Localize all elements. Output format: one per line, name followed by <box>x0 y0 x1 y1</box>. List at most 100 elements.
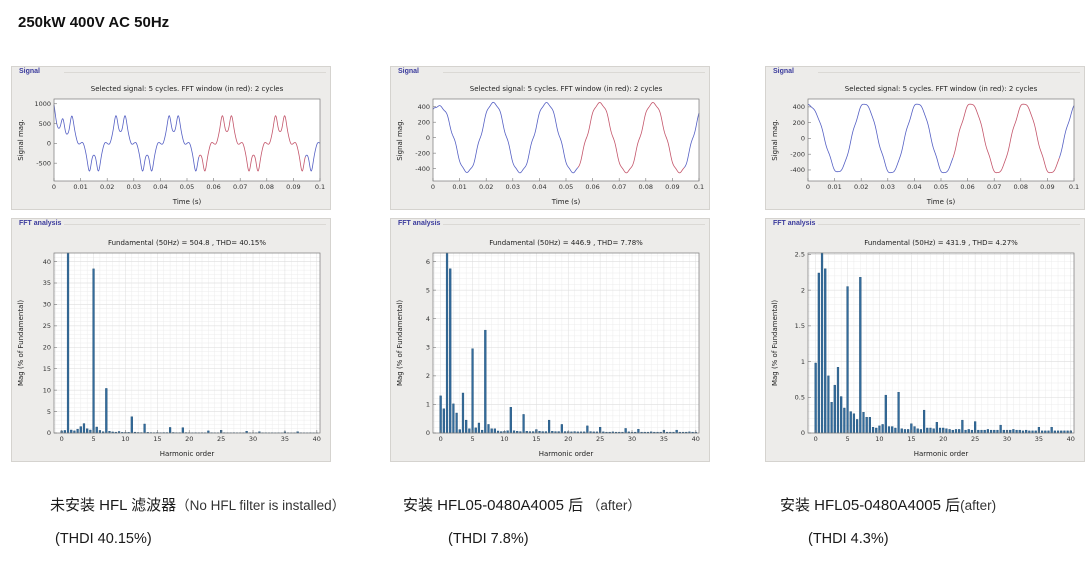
svg-text:40: 40 <box>43 258 51 266</box>
svg-text:30: 30 <box>1003 435 1011 443</box>
caption-1-line2: (THDI 40.15%) <box>55 531 152 547</box>
svg-text:0.08: 0.08 <box>260 183 274 191</box>
svg-text:0.02: 0.02 <box>854 183 868 191</box>
svg-text:0.09: 0.09 <box>1040 183 1054 191</box>
svg-text:0.02: 0.02 <box>479 183 493 191</box>
svg-text:5: 5 <box>47 408 51 416</box>
fft-chart-1: 0 5 10 15 20 25 30 35 40 0 5 10 15 20 25 30 35 40 Fundamen… <box>17 239 321 458</box>
svg-text:0.07: 0.07 <box>612 183 626 191</box>
svg-text:35: 35 <box>660 435 668 443</box>
svg-text:400: 400 <box>793 103 805 111</box>
svg-text:1: 1 <box>801 358 805 366</box>
signal-panel-label: Signal <box>396 68 422 75</box>
svg-text:0: 0 <box>426 429 430 437</box>
svg-text:Harmonic order: Harmonic order <box>539 450 594 458</box>
svg-text:15: 15 <box>532 435 540 443</box>
fft-chart-3: 0 5 10 15 20 25 30 35 40 0 0.5 1 1.5 2 2.5 Fundamental … <box>771 239 1075 458</box>
svg-text:400: 400 <box>418 103 430 111</box>
svg-text:0.01: 0.01 <box>827 183 841 191</box>
svg-text:Selected signal: 5 cycles. FFT: Selected signal: 5 cycles. FFT window (i… <box>845 85 1038 93</box>
svg-text:15: 15 <box>153 435 161 443</box>
fft-chart-2: 0 5 10 15 20 25 30 35 40 0 1 2 3 4 5 6 Fundamental (50Hz… <box>396 239 700 458</box>
svg-text:0.09: 0.09 <box>665 183 679 191</box>
svg-text:10: 10 <box>121 435 129 443</box>
fft-panel-1: FFT analysis 0 5 10 15 20 25 30 35 40 0 5 10 15 20 25 3… <box>11 218 331 462</box>
svg-text:0.03: 0.03 <box>881 183 895 191</box>
svg-text:25: 25 <box>217 435 225 443</box>
svg-text:1.5: 1.5 <box>795 322 805 330</box>
caption-3: 安装 HFL05-0480A4005 后(after) (THDI 4.3%) <box>765 494 1085 547</box>
svg-text:10: 10 <box>500 435 508 443</box>
svg-text:0.1: 0.1 <box>315 183 325 191</box>
svg-text:0.03: 0.03 <box>127 183 141 191</box>
svg-text:0.02: 0.02 <box>100 183 114 191</box>
figure-column-1: Signal 0 0.01 0.02 0.03 0.04 0.05 0.06 0.07 0.08… <box>11 66 331 462</box>
svg-text:0.01: 0.01 <box>73 183 87 191</box>
svg-text:0.08: 0.08 <box>1014 183 1028 191</box>
svg-text:Fundamental (50Hz) = 504.8 , T: Fundamental (50Hz) = 504.8 , THD= 40.15% <box>108 239 266 247</box>
svg-text:0.05: 0.05 <box>180 183 194 191</box>
signal-chart-3: 0 0.01 0.02 0.03 0.04 0.05 0.06 0.07 0.08 0.09 0.1… <box>771 85 1079 206</box>
signal-panel-label: Signal <box>771 68 797 75</box>
svg-text:0: 0 <box>814 435 818 443</box>
figure-column-2: Signal 0 0.01 0.02 0.03 0.04 0.05 0.06 0.07 0.08… <box>390 66 710 462</box>
svg-text:15: 15 <box>43 365 51 373</box>
svg-text:4: 4 <box>426 315 430 323</box>
svg-text:0.1: 0.1 <box>694 183 704 191</box>
svg-text:1000: 1000 <box>34 100 51 108</box>
svg-text:5: 5 <box>91 435 95 443</box>
svg-text:Signal mag.: Signal mag. <box>396 119 404 161</box>
svg-text:0.07: 0.07 <box>233 183 247 191</box>
caption-2: 安装 HFL05-0480A4005 后 （after） (THDI 7.8%) <box>390 494 710 547</box>
svg-text:Time (s): Time (s) <box>926 198 956 206</box>
svg-text:Signal mag.: Signal mag. <box>771 119 779 161</box>
signal-chart-2: 0 0.01 0.02 0.03 0.04 0.05 0.06 0.07 0.08 0.09 0.1… <box>396 85 704 206</box>
signal-chart-1: 0 0.01 0.02 0.03 0.04 0.05 0.06 0.07 0.08 0.09 0.1… <box>17 85 325 206</box>
svg-text:Signal mag.: Signal mag. <box>17 119 25 161</box>
svg-text:200: 200 <box>793 119 805 127</box>
svg-text:0: 0 <box>431 183 435 191</box>
svg-text:Time (s): Time (s) <box>172 198 202 206</box>
svg-text:5: 5 <box>470 435 474 443</box>
svg-text:2: 2 <box>426 372 430 380</box>
fft-panel-2: FFT analysis 0 5 10 15 20 25 30 35 40 0 1 2 3 4 5 6 Fund… <box>390 218 710 462</box>
svg-text:Mag (% of Fundamental): Mag (% of Fundamental) <box>17 300 25 386</box>
svg-text:-500: -500 <box>36 159 51 167</box>
svg-text:2.5: 2.5 <box>795 251 805 259</box>
svg-text:0.07: 0.07 <box>987 183 1001 191</box>
figure-column-3: Signal 0 0.01 0.02 0.03 0.04 0.05 0.06 0.07 0.08… <box>765 66 1085 462</box>
svg-text:Fundamental (50Hz) = 446.9 , T: Fundamental (50Hz) = 446.9 , THD= 7.78% <box>489 239 643 247</box>
page-title: 250kW 400V AC 50Hz <box>18 14 170 31</box>
svg-text:200: 200 <box>418 118 430 126</box>
caption-2-line1: 安装 HFL05-0480A4005 后 （after） <box>403 497 641 514</box>
svg-text:0: 0 <box>52 183 56 191</box>
svg-text:Harmonic order: Harmonic order <box>914 450 969 458</box>
svg-text:Time (s): Time (s) <box>551 198 581 206</box>
svg-text:10: 10 <box>875 435 883 443</box>
svg-text:15: 15 <box>907 435 915 443</box>
svg-text:-200: -200 <box>415 149 430 157</box>
svg-text:20: 20 <box>939 435 947 443</box>
svg-text:30: 30 <box>628 435 636 443</box>
svg-text:0.04: 0.04 <box>907 183 921 191</box>
svg-text:0.04: 0.04 <box>532 183 546 191</box>
svg-text:0: 0 <box>801 135 805 143</box>
svg-text:5: 5 <box>845 435 849 443</box>
svg-text:-400: -400 <box>790 166 805 174</box>
svg-text:35: 35 <box>281 435 289 443</box>
svg-text:0.01: 0.01 <box>452 183 466 191</box>
svg-text:0.05: 0.05 <box>934 183 948 191</box>
svg-text:0.1: 0.1 <box>1069 183 1079 191</box>
fft-panel-3: FFT analysis 0 5 10 15 20 25 30 35 40 0 0.5 1 1.5 2 2.… <box>765 218 1085 462</box>
fft-panel-label: FFT analysis <box>17 220 64 227</box>
svg-text:25: 25 <box>43 322 51 330</box>
caption-3-line1: 安装 HFL05-0480A4005 后(after) <box>780 497 997 514</box>
svg-text:35: 35 <box>1035 435 1043 443</box>
svg-text:0: 0 <box>60 435 64 443</box>
svg-text:-400: -400 <box>415 165 430 173</box>
caption-1-line1: 未安装 HFL 滤波器（No HFL filter is installed） <box>50 497 346 514</box>
svg-text:0: 0 <box>806 183 810 191</box>
svg-text:0: 0 <box>801 429 805 437</box>
signal-panel-2: Signal 0 0.01 0.02 0.03 0.04 0.05 0.06 0.07 0.08… <box>390 66 710 210</box>
